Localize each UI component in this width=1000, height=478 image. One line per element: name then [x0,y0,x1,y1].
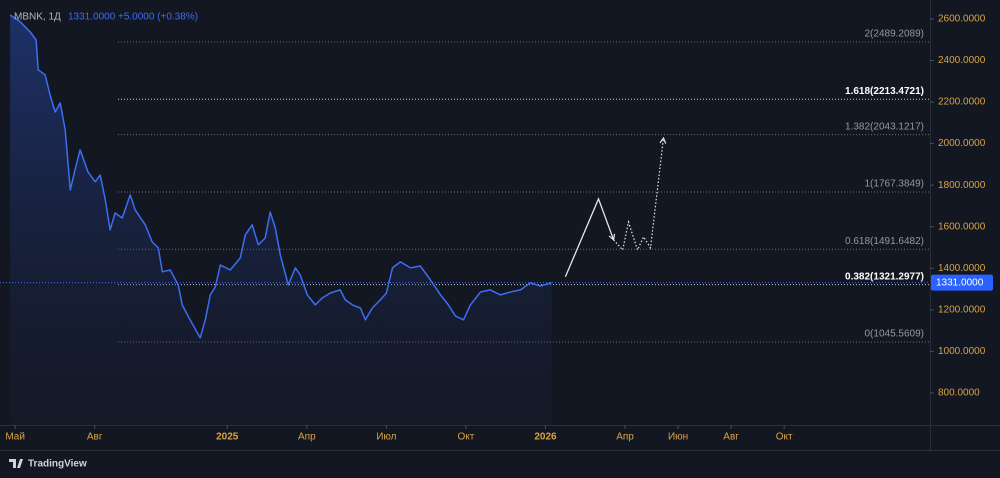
x-tick-label: Апр [616,432,634,443]
x-tick-label: 2026 [534,432,557,443]
y-tick-label: 1200.0000 [938,305,986,316]
x-tick-label: 2025 [216,432,239,443]
y-tick-label: 2000.0000 [938,138,986,149]
x-tick-label: Апр [298,432,316,443]
projection [613,137,665,252]
x-tick-label: Июн [668,432,688,443]
logo: TradingView [9,459,87,470]
y-tick-label: 2200.0000 [938,97,986,108]
x-tick-label: Окт [457,432,474,443]
change: +5.0000 (+0.38%) [118,12,198,23]
fib-label: 1.618(2213.4721) [845,86,924,97]
fib-label: 0.618(1491.6482) [845,236,924,247]
x-tick-label: Авг [87,432,103,443]
y-tick-label: 2600.0000 [938,14,986,25]
brand: TradingView [28,459,87,470]
fib-label: 0(1045.5609) [865,329,925,340]
price-line [9,14,552,339]
y-tick-label: 1800.0000 [938,180,986,191]
projection-arrowhead [659,136,667,144]
fib-label: 2(2489.2089) [865,29,925,40]
plot: 800.0000 1000.0000 1200.0000 1400.0000 1600.… [0,14,993,443]
last-value-label: 1331.0000 [936,277,984,288]
fib-label: 0.382(1321.2977) [845,271,924,282]
logo-mark [9,459,23,468]
area [10,15,552,425]
x-tick-label: Окт [776,432,793,443]
y-tick-label: 800.0000 [938,388,980,399]
y-tick-label: 1600.0000 [938,221,986,232]
last-value-tag [931,274,993,291]
symbol: MBNK, 1Д [14,12,61,23]
x-tick-label: Авг [723,432,739,443]
y-tick-label: 1000.0000 [938,346,986,357]
x-tick-label: Май [5,432,25,443]
fib-label: 1.382(2043.1217) [845,121,924,132]
price: 1331.0000 [68,12,116,23]
fib-label: 1(1767.3849) [865,179,925,190]
projection [564,197,615,278]
x-tick-label: Июл [376,432,396,443]
y-tick-label: 1400.0000 [938,263,986,274]
y-tick-label: 2400.0000 [938,55,986,66]
